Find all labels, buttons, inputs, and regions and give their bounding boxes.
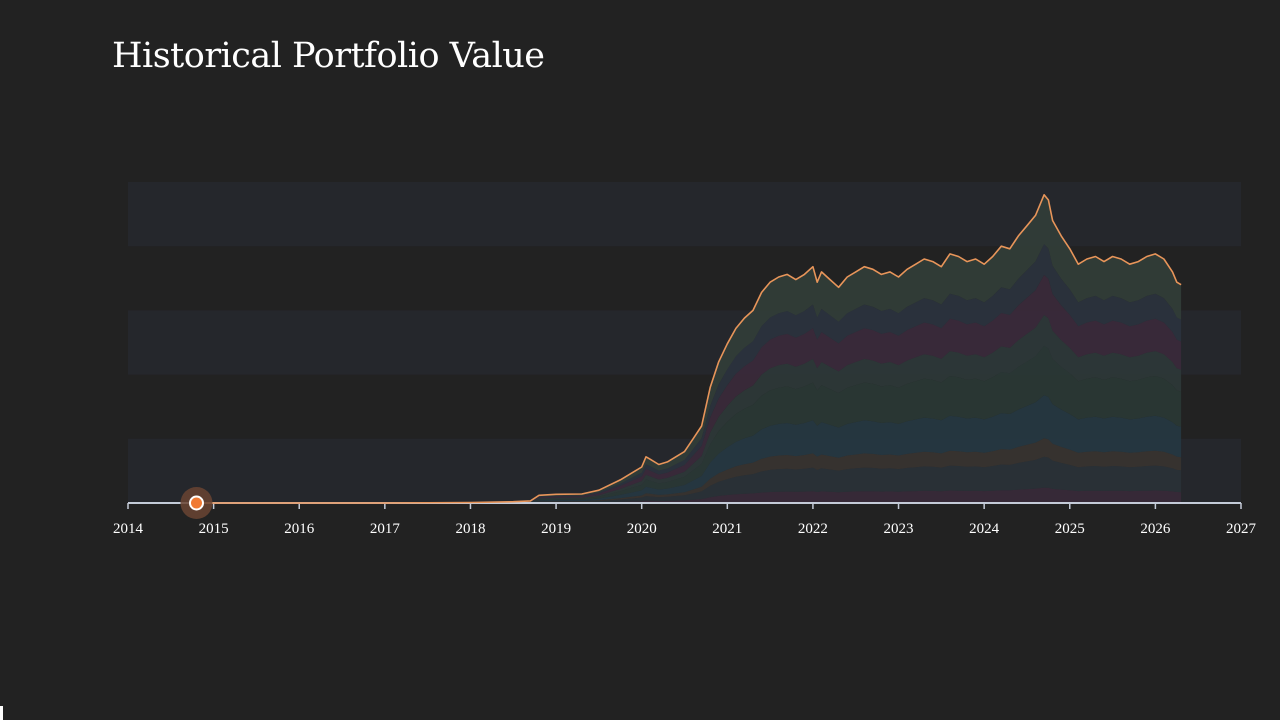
stacked-area-layers [196,194,1182,504]
x-tick-label: 2015 [199,521,229,537]
x-tick-label: 2025 [1055,521,1085,537]
x-tick-label: 2018 [455,521,485,537]
x-tick-label: 2014 [113,521,144,537]
corner-mark [0,706,3,720]
stack-layer-8 [196,244,1182,503]
total-value-series [196,194,1182,504]
marker-dot[interactable] [188,495,204,511]
stack-layer-9 [196,194,1182,504]
stack-layer-2 [196,456,1182,503]
page-title: Historical Portfolio Value [112,36,545,76]
stack-layer-7 [196,275,1182,503]
x-tick-label: 2016 [284,521,315,537]
hover-marker[interactable] [180,487,213,519]
stack-layer-1 [196,487,1182,503]
grid-band [128,182,1241,247]
x-tick-label: 2019 [541,521,571,537]
stack-layer-4 [196,395,1182,503]
x-tick-label: 2024 [969,521,1000,537]
x-tick-label: 2027 [1226,521,1257,537]
stack-layer-6 [196,315,1182,503]
x-tick-label: 2026 [1140,521,1171,537]
total-value-line [196,194,1182,504]
x-tick-label: 2017 [370,521,401,537]
x-axis-ticks: 2014 2015 2016 2017 2018 2019 2020 2021 2022 2023… [113,503,1257,537]
x-tick-label: 2022 [798,521,828,537]
stack-layer-3 [196,438,1182,503]
stack-layer-5 [196,345,1182,503]
x-tick-label: 2021 [712,521,742,537]
x-tick-label: 2023 [884,521,914,537]
x-tick-label: 2020 [627,521,657,537]
